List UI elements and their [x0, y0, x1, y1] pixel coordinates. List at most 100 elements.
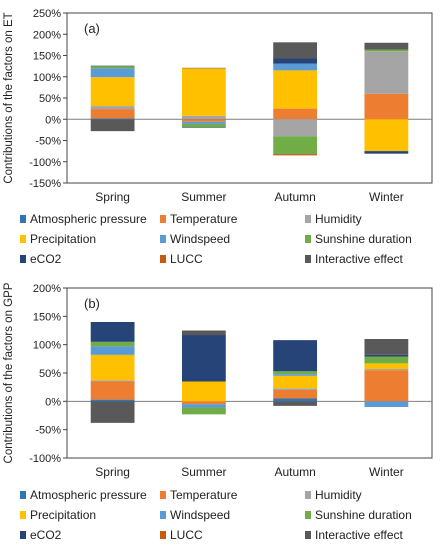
y-tick-label: 50% [39, 368, 61, 380]
bar-segment-summer-temperature [181, 401, 226, 405]
x-tick-label: Summer [181, 190, 226, 204]
x-tick-label: Winter [369, 465, 404, 479]
bar-segment-spring-atmospheric-pressure [90, 399, 135, 402]
y-tick-label: 200% [33, 29, 61, 41]
legend-swatch [160, 255, 166, 263]
x-tick-label: Autumn [274, 465, 315, 479]
bar-segment-spring-sunshine-duration [90, 66, 135, 69]
bar-segment-winter-temperature [364, 93, 409, 120]
legend-swatch [305, 255, 311, 263]
bar-segment-winter-eco2 [364, 151, 409, 154]
bar-segment-autumn-windspeed [273, 374, 318, 376]
chart-b-svg: -100% -50% 0% 50% 100% 150% 200% Contributions … [3, 282, 433, 542]
legend-label: Interactive effect [315, 252, 403, 266]
legend-label: Sunshine duration [315, 508, 412, 522]
legend-swatch [305, 531, 311, 539]
legend-label: eCO2 [30, 528, 62, 542]
bar-segment-autumn-windspeed [273, 63, 318, 71]
bar-segment-summer-eco2 [181, 127, 226, 128]
legend-label: Humidity [315, 488, 362, 502]
legend-label: Windspeed [170, 232, 230, 246]
legend-swatch [20, 215, 26, 223]
bar-segment-spring-temperature [90, 109, 135, 119]
bar-segment-autumn-sunshine-duration [273, 371, 318, 375]
bar-segment-winter-precipitation [364, 119, 409, 152]
y-tick-label: 50% [39, 93, 61, 105]
bar-segment-autumn-interactive-effect [273, 401, 318, 406]
bar-segment-winter-precipitation [364, 363, 409, 370]
bar-segment-winter-eco2 [364, 354, 409, 357]
bar-segment-summer-eco2 [181, 335, 226, 382]
legend-swatch [160, 531, 166, 539]
legend-swatch [20, 491, 26, 499]
y-axis-label: Contributions of the factors on GPP [3, 282, 15, 463]
bar-segment-winter-interactive-effect [364, 42, 409, 50]
y-tick-label: 250% [33, 8, 61, 20]
bar-segment-autumn-precipitation [273, 375, 318, 389]
bar-segment-autumn-eco2 [273, 58, 318, 64]
legend-label: Temperature [170, 488, 238, 502]
y-tick-label: -50% [35, 136, 61, 148]
bar-segment-autumn-humidity [273, 119, 318, 137]
panel-label: (a) [84, 21, 100, 36]
legend-swatch [160, 215, 166, 223]
x-tick-label: Summer [181, 465, 226, 479]
legend-swatch [305, 491, 311, 499]
y-tick-label: 100% [33, 340, 61, 352]
bar-segment-summer-interactive-effect [181, 67, 226, 69]
legend-label: Atmospheric pressure [30, 212, 147, 226]
x-tick-label: Winter [369, 190, 404, 204]
legend-swatch [160, 511, 166, 519]
bar-segment-summer-sunshine-duration [181, 407, 226, 415]
bar-segment-winter-sunshine-duration [364, 356, 409, 364]
bar-segment-spring-humidity [90, 106, 135, 110]
bar-segment-spring-atmospheric-pressure [90, 118, 135, 120]
bar-segment-summer-precipitation [181, 68, 226, 116]
y-tick-label: -150% [29, 178, 61, 190]
bar-segment-winter-sunshine-duration [364, 49, 409, 52]
bar-segment-spring-precipitation [90, 354, 135, 381]
bar-segment-spring-windspeed [90, 346, 135, 355]
bar-segment-autumn-eco2 [273, 340, 318, 372]
legend-label: Humidity [315, 212, 362, 226]
y-tick-label: 150% [33, 51, 61, 63]
panel-label: (b) [84, 296, 100, 311]
y-tick-label: 200% [33, 283, 61, 295]
legend-swatch [160, 235, 166, 243]
x-tick-label: Spring [95, 465, 130, 479]
legend-label: Precipitation [30, 232, 96, 246]
bar-segment-spring-interactive-effect [90, 401, 135, 423]
legend-label: Temperature [170, 212, 238, 226]
bar-segment-autumn-temperature [273, 390, 318, 399]
legend-swatch [20, 531, 26, 539]
bar-segment-spring-windspeed [90, 68, 135, 78]
bar-segment-spring-eco2 [90, 65, 135, 67]
legend-swatch [20, 511, 26, 519]
y-tick-label: -50% [35, 425, 61, 437]
chart-a-svg: -150% -100% -50% 0% 50% 100% 150% 200% 250% Contr… [3, 8, 433, 266]
legend-swatch [305, 235, 311, 243]
bar-segment-summer-humidity [181, 115, 226, 119]
bar-segment-autumn-humidity [273, 388, 318, 390]
legend-label: LUCC [170, 528, 203, 542]
legend-swatch [305, 215, 311, 223]
bar-segment-autumn-interactive-effect [273, 42, 318, 59]
bar-segment-summer-temperature [181, 119, 226, 122]
legend-label: LUCC [170, 252, 203, 266]
legend-swatch [20, 255, 26, 263]
y-tick-label: 0% [45, 114, 61, 126]
bar-segment-summer-precipitation [181, 381, 226, 402]
y-tick-label: -100% [29, 453, 61, 465]
chart-panel-b: -100% -50% 0% 50% 100% 150% 200% Contributions … [0, 275, 445, 550]
bar-segment-summer-atmospheric-pressure [181, 118, 226, 120]
legend-label: eCO2 [30, 252, 62, 266]
bar-segment-winter-windspeed [364, 401, 409, 407]
bar-segment-spring-sunshine-duration [90, 341, 135, 347]
bar-segment-summer-sunshine-duration [181, 123, 226, 128]
bar-segment-autumn-temperature [273, 108, 318, 120]
bar-segment-spring-precipitation [90, 77, 135, 107]
bar-segment-spring-humidity [90, 380, 135, 382]
bar-segment-autumn-precipitation [273, 70, 318, 109]
bar-segment-autumn-atmospheric-pressure [273, 398, 318, 402]
bar-segment-winter-temperature [364, 370, 409, 402]
